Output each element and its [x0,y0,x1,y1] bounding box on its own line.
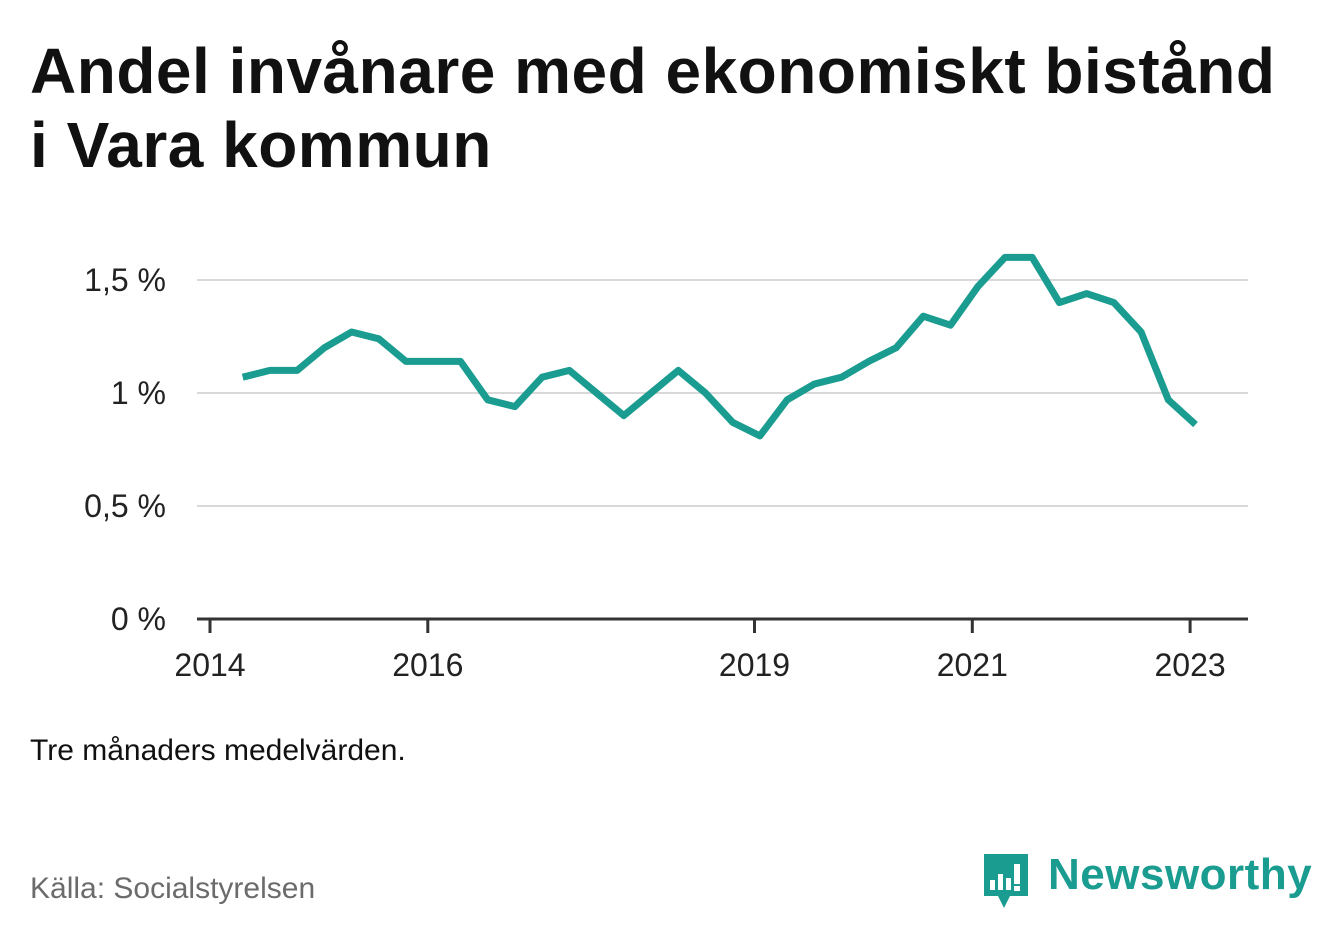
x-tick-label: 2021 [937,647,1008,683]
data-point [920,313,927,320]
data-point [294,367,301,374]
data-point [375,335,382,342]
data-point [1192,421,1199,428]
y-axis-tick-labels: 0 % 0,5 % 1 % 1,5 % [84,262,166,637]
data-point [239,374,246,381]
data-point [1029,254,1036,261]
data-point [566,367,573,374]
data-point [865,358,872,365]
data-point [457,358,464,365]
chart-note: Tre månaders medelvärden. [30,734,406,767]
data-point [620,412,627,419]
newsworthy-logo[interactable]: Newsworthy [980,850,1312,912]
x-tick-label: 2016 [392,647,463,683]
data-point [947,322,954,329]
series-line [241,253,1198,440]
data-point [648,390,655,397]
data-point [729,419,736,426]
chart-bubble-icon [984,854,1028,908]
y-tick-label: 1 % [111,375,166,411]
data-point [756,432,763,439]
data-series [239,253,1199,440]
x-tick-label: 2023 [1155,647,1226,683]
data-point [893,344,900,351]
data-point [702,390,709,397]
x-tick-label: 2019 [719,647,790,683]
data-point [1138,328,1145,335]
y-tick-label: 1,5 % [84,262,166,298]
data-point [593,390,600,397]
data-point [811,380,818,387]
data-point [838,374,845,381]
data-point [539,374,546,381]
data-point [675,367,682,374]
x-axis: 2014 2016 2019 2021 2023 [174,617,1248,683]
brand-name: Newsworthy [1048,850,1313,899]
y-tick-label: 0 % [111,601,166,637]
data-point [1001,254,1008,261]
data-point [321,344,328,351]
gridlines [197,279,1248,507]
data-point [484,396,491,403]
data-point [784,396,791,403]
data-point [1083,290,1090,297]
data-point [1110,299,1117,306]
source-text: Källa: Socialstyrelsen [30,872,316,905]
data-point [1056,299,1063,306]
data-point [348,328,355,335]
chart-title: Andel invånare med ekonomiskt bistånd i … [30,35,1276,181]
data-point [511,403,518,410]
data-point [1165,396,1172,403]
y-tick-label: 0,5 % [84,488,166,524]
data-point [430,358,437,365]
x-tick-label: 2014 [174,647,245,683]
data-point [403,358,410,365]
data-point [974,283,981,290]
data-point [266,367,273,374]
